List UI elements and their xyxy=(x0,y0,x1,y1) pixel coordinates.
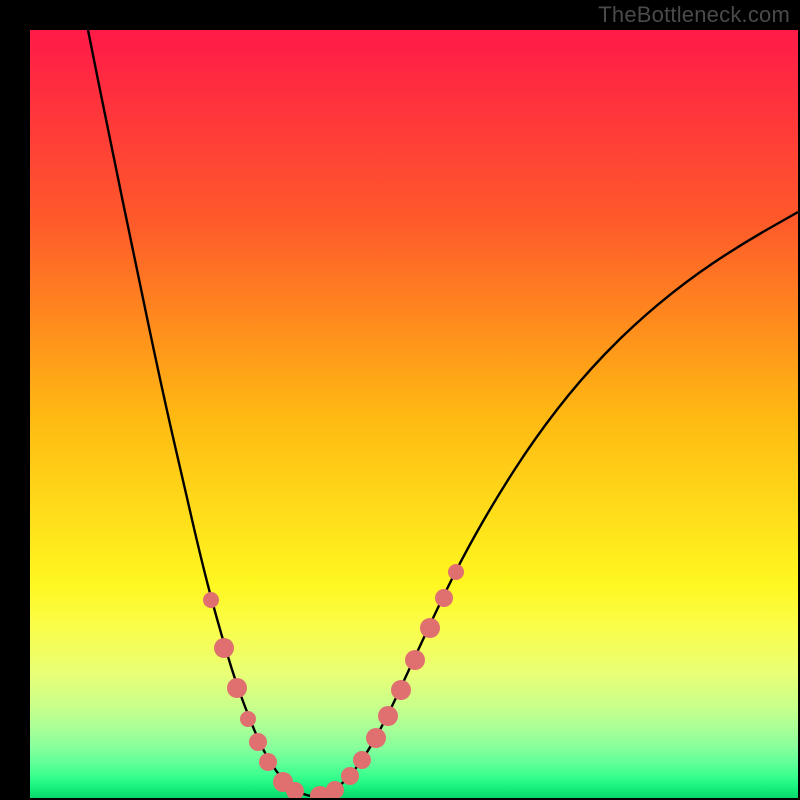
watermark-text: TheBottleneck.com xyxy=(598,2,790,28)
marker-right-6 xyxy=(391,680,411,700)
marker-right-7 xyxy=(405,650,425,670)
marker-left-5 xyxy=(259,753,277,771)
marker-right-1 xyxy=(326,781,344,799)
marker-left-2 xyxy=(227,678,247,698)
marker-left-3 xyxy=(240,711,256,727)
marker-left-1 xyxy=(214,638,234,658)
marker-right-9 xyxy=(435,589,453,607)
marker-right-2 xyxy=(341,767,359,785)
chart-container: TheBottleneck.com xyxy=(0,0,800,800)
bottleneck-curve xyxy=(88,30,798,796)
marker-left-4 xyxy=(249,733,267,751)
marker-right-3 xyxy=(353,751,371,769)
marker-right-4 xyxy=(366,728,386,748)
marker-right-8 xyxy=(420,618,440,638)
marker-right-5 xyxy=(378,706,398,726)
marker-left-7 xyxy=(286,782,304,800)
marker-left-0 xyxy=(203,592,219,608)
marker-right-10 xyxy=(448,564,464,580)
chart-svg xyxy=(0,0,800,800)
